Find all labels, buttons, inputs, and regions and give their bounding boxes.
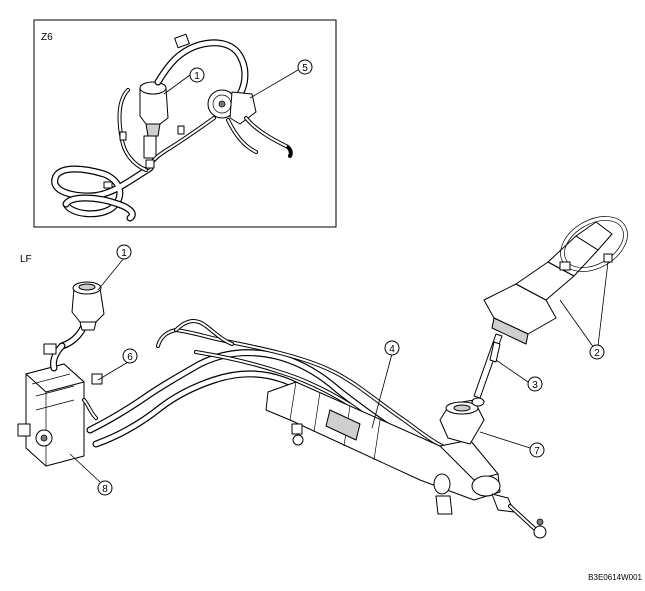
inset-z6: Z6 (33, 19, 337, 228)
callout-1 (116, 244, 132, 260)
callout-5-inset-label: 5 (302, 63, 308, 74)
main-steering-rack (265, 381, 547, 539)
callout-8-label: 8 (102, 484, 108, 495)
callout-4-label: 4 (389, 344, 395, 355)
callout-3-label: 3 (532, 380, 538, 391)
callout-7-label: 7 (534, 446, 540, 457)
main-pump (17, 342, 103, 467)
callout-1-inset (189, 67, 205, 83)
main-intermediate-shaft (471, 333, 503, 407)
callout-6 (122, 348, 138, 364)
callout-1-inset-label: 1 (194, 71, 200, 82)
callout-6-label: 6 (127, 352, 133, 363)
figure-code: B3E0614W001 (588, 573, 642, 582)
main-callouts: 1 6 8 4 3 2 7 (69, 244, 609, 496)
callout-3 (527, 376, 543, 392)
inset-label: Z6 (41, 32, 53, 43)
inset-pump (207, 89, 257, 125)
main-label: LF (20, 254, 32, 265)
inset-hose-loop (51, 164, 154, 222)
callout-8 (97, 480, 113, 496)
callout-5-inset (297, 59, 313, 75)
callout-7 (529, 442, 545, 458)
callout-4 (384, 340, 400, 356)
main-pinion-gear (439, 399, 485, 445)
main-reservoir (58, 281, 105, 350)
callout-2 (589, 344, 605, 360)
callout-1-label: 1 (121, 248, 127, 259)
callout-2-label: 2 (594, 348, 600, 359)
main-steering-column (483, 216, 628, 345)
